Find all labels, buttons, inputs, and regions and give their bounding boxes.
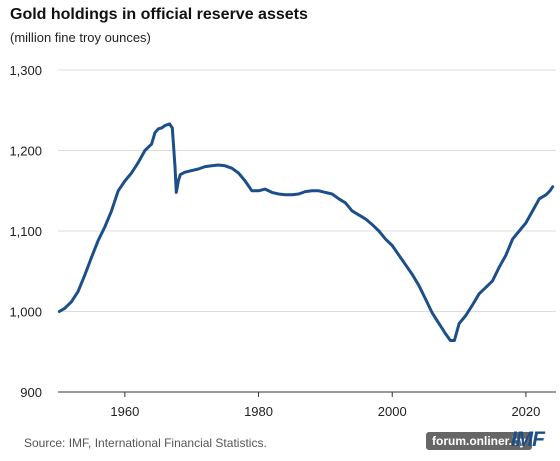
x-tick-label: 2000 [378, 404, 407, 419]
y-tick-label: 1,000 [9, 305, 42, 320]
y-tick-label: 1,200 [9, 144, 42, 159]
x-tick-label: 1960 [110, 404, 139, 419]
grid-lines [58, 69, 556, 312]
tick-labels: 900 1,000 1,100 1,200 1,300 1960 1980 2000 2020 [9, 63, 540, 419]
x-tick-label: 1980 [244, 404, 273, 419]
y-tick-label: 1,100 [9, 224, 42, 239]
watermark: forum.onliner.by [426, 432, 533, 450]
series-line [57, 122, 555, 342]
imf-logo: IMF [510, 428, 545, 451]
chart-title: Gold holdings in official reserve assets [10, 6, 308, 23]
series-layer [57, 122, 555, 342]
y-tick-label: 1,300 [9, 63, 42, 78]
axes [58, 391, 556, 397]
source-note: Source: IMF, International Financial Sta… [24, 436, 267, 450]
x-tick-label: 2020 [511, 404, 540, 419]
y-tick-label: 900 [20, 385, 42, 400]
chart-subtitle: (million fine troy ounces) [10, 30, 151, 45]
